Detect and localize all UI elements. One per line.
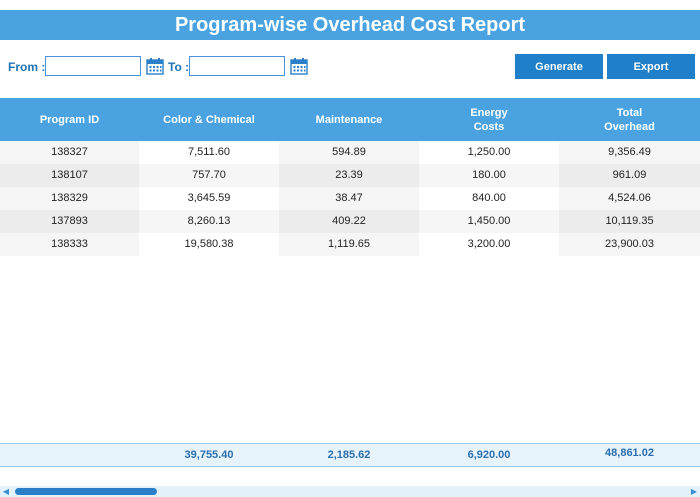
cell-program-id: 138329: [0, 187, 139, 210]
cell-maintenance: 409.22: [279, 210, 419, 233]
generate-button[interactable]: Generate: [515, 54, 603, 79]
total-overhead: 48,861.02: [605, 447, 654, 459]
to-date-input[interactable]: [189, 56, 285, 76]
total-energy-costs: 6,920.00: [467, 449, 511, 461]
cell-program-id: 138107: [0, 164, 139, 187]
from-label: From :: [8, 60, 46, 74]
cell-total-overhead: 23,900.03: [559, 233, 700, 256]
calendar-icon[interactable]: [146, 57, 164, 75]
export-button[interactable]: Export: [607, 54, 695, 79]
cell-energy-costs: 1,450.00: [419, 210, 559, 233]
from-date-input[interactable]: [45, 56, 141, 76]
cell-maintenance: 594.89: [279, 141, 419, 164]
column-header-maintenance[interactable]: Maintenance: [315, 113, 383, 126]
table-row[interactable]: 137893 8,260.13 409.22 1,450.00 10,119.3…: [0, 210, 700, 233]
column-header-total-overhead[interactable]: Total Overhead: [604, 106, 655, 133]
total-color-chemical: 39,755.40: [184, 449, 234, 461]
scroll-right-arrow-icon[interactable]: ▶: [690, 487, 698, 496]
table-header: Program ID Color & Chemical Maintenance …: [0, 98, 700, 141]
cell-total-overhead: 961.09: [559, 164, 700, 187]
table-row[interactable]: 138329 3,645.59 38.47 840.00 4,524.06: [0, 187, 700, 210]
column-header-energy-costs[interactable]: Energy Costs: [470, 106, 508, 133]
table-row[interactable]: 138107 757.70 23.39 180.00 961.09: [0, 164, 700, 187]
cell-color-chemical: 757.70: [139, 164, 279, 187]
cell-maintenance: 1,119.65: [279, 233, 419, 256]
totals-row: 39,755.40 2,185.62 6,920.00 48,861.02: [0, 443, 700, 467]
page-title: Program-wise Overhead Cost Report: [0, 10, 700, 40]
table-row[interactable]: 138333 19,580.38 1,119.65 3,200.00 23,90…: [0, 233, 700, 256]
column-header-color-chemical[interactable]: Color & Chemical: [163, 113, 255, 126]
calendar-icon[interactable]: [290, 57, 308, 75]
total-maintenance: 2,185.62: [327, 449, 371, 461]
cell-energy-costs: 180.00: [419, 164, 559, 187]
cell-color-chemical: 19,580.38: [139, 233, 279, 256]
cell-maintenance: 23.39: [279, 164, 419, 187]
table-row[interactable]: 138327 7,511.60 594.89 1,250.00 9,356.49: [0, 141, 700, 164]
scrollbar-thumb[interactable]: [15, 488, 157, 495]
column-header-program-id[interactable]: Program ID: [39, 113, 100, 126]
cell-color-chemical: 8,260.13: [139, 210, 279, 233]
cell-energy-costs: 840.00: [419, 187, 559, 210]
table-body: 138327 7,511.60 594.89 1,250.00 9,356.49…: [0, 141, 700, 256]
cell-total-overhead: 10,119.35: [559, 210, 700, 233]
cell-color-chemical: 7,511.60: [139, 141, 279, 164]
cell-program-id: 138333: [0, 233, 139, 256]
cell-color-chemical: 3,645.59: [139, 187, 279, 210]
cell-total-overhead: 4,524.06: [559, 187, 700, 210]
cell-total-overhead: 9,356.49: [559, 141, 700, 164]
scroll-left-arrow-icon[interactable]: ◀: [2, 487, 10, 496]
cell-program-id: 137893: [0, 210, 139, 233]
cell-energy-costs: 1,250.00: [419, 141, 559, 164]
horizontal-scrollbar[interactable]: ◀ ▶: [0, 486, 700, 497]
cell-maintenance: 38.47: [279, 187, 419, 210]
cell-program-id: 138327: [0, 141, 139, 164]
total-program-id: [0, 444, 139, 466]
to-label: To :: [168, 60, 190, 74]
cell-energy-costs: 3,200.00: [419, 233, 559, 256]
